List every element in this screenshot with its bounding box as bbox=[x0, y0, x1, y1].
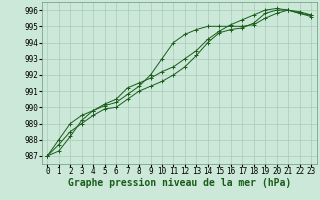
X-axis label: Graphe pression niveau de la mer (hPa): Graphe pression niveau de la mer (hPa) bbox=[68, 178, 291, 188]
